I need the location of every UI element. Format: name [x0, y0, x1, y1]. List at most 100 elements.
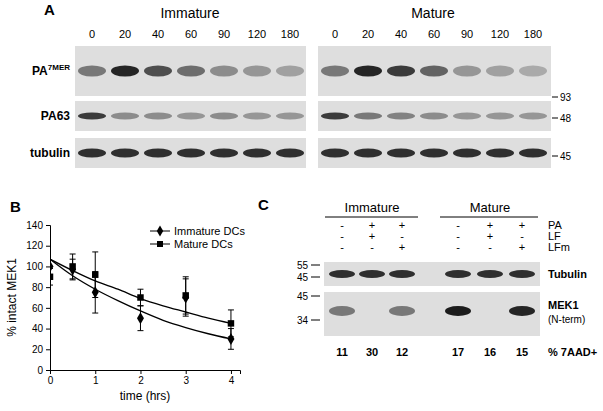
panel-c: CImmatureMature-++-++PA-+--+-LF--+--+LFm… [258, 196, 597, 358]
x-tick-label: 4 [229, 375, 235, 386]
row-label: PA7MER [32, 63, 70, 78]
percent-value: 15 [516, 346, 528, 358]
error-cap [70, 278, 76, 279]
legend-marker [157, 241, 163, 247]
error-cap [70, 254, 76, 255]
band [276, 66, 304, 77]
lane-label: 0 [332, 28, 338, 40]
band [243, 113, 271, 120]
marker [69, 263, 75, 269]
band [177, 66, 205, 77]
band [420, 149, 448, 158]
y-tick: 140 [26, 220, 50, 231]
band [321, 66, 349, 77]
percent-label: % 7AAD+ [548, 346, 597, 358]
band [453, 149, 481, 158]
blot-label: MEK1 [548, 299, 579, 311]
x-tick-mark [50, 370, 51, 374]
legend-marker [157, 225, 163, 236]
error-cap [137, 305, 143, 306]
error-cap [228, 349, 234, 350]
group-label: Immature [160, 5, 219, 21]
mw-tick [311, 277, 320, 278]
marker [50, 260, 53, 272]
y-tick-label: 140 [26, 220, 43, 231]
error-cap [137, 305, 143, 306]
x-tick-mark [95, 370, 96, 374]
x-axis-line [51, 371, 241, 375]
x-axis: 0 1 2 3 4 [48, 370, 241, 386]
percent-value: 11 [336, 346, 348, 358]
panel-label: A [44, 1, 55, 18]
band [321, 149, 349, 158]
series [50, 252, 234, 337]
mw-tick [311, 265, 320, 266]
lane-label: 120 [248, 28, 266, 40]
error-cap [228, 336, 234, 337]
mw-tick [552, 156, 558, 157]
fit-line [50, 259, 231, 323]
legend-label: Immature DCs [174, 225, 245, 237]
lane-label: 40 [152, 28, 164, 40]
marker [137, 294, 143, 300]
legend-label: Mature DCs [174, 238, 233, 250]
y-tick-label: 40 [32, 323, 44, 334]
x-tick-mark [186, 370, 187, 374]
x-tick-label: 1 [93, 375, 99, 386]
band [387, 113, 415, 120]
lane-label: 180 [281, 28, 299, 40]
band [445, 270, 471, 278]
group-rule [325, 217, 418, 218]
mw-tick [311, 296, 320, 297]
group-rule [440, 217, 538, 218]
band [486, 149, 514, 158]
y-tick-mark [46, 287, 50, 288]
figure: AImmature020406090120180Mature0204060901… [0, 0, 603, 411]
band [243, 66, 271, 77]
band [486, 113, 514, 120]
band [359, 306, 385, 316]
x-tick: 3 [183, 370, 189, 386]
band [519, 66, 547, 77]
y-tick-label: 120 [26, 240, 43, 251]
band [177, 113, 205, 120]
y-tick-mark [46, 308, 50, 309]
band [387, 149, 415, 158]
band [78, 113, 106, 120]
x-tick: 0 [48, 370, 54, 386]
blot-strip [318, 46, 551, 96]
percent-value: 12 [396, 346, 408, 358]
marker [182, 292, 188, 298]
treatment-sign: + [399, 241, 405, 253]
group-label: Immature [345, 200, 400, 215]
band [177, 149, 205, 158]
treatment-sign: - [370, 241, 374, 253]
mw-tick [552, 118, 558, 119]
y-tick-label: 60 [32, 303, 44, 314]
band [210, 66, 238, 77]
error-cap [92, 251, 98, 252]
x-tick-label: 2 [138, 375, 144, 386]
band [111, 149, 139, 158]
row-label-text: PA [32, 64, 48, 78]
lane-label: 120 [491, 28, 509, 40]
band [387, 66, 415, 77]
lane-label: 20 [362, 28, 374, 40]
mw-tick [552, 97, 558, 98]
mw-marker: 55 [297, 260, 309, 271]
band [329, 306, 355, 316]
percent-value: 17 [452, 346, 464, 358]
group-label: Mature [470, 200, 510, 215]
marker [92, 271, 98, 277]
band [144, 66, 172, 77]
band [420, 66, 448, 77]
band [354, 149, 382, 158]
lane-label: 90 [218, 28, 230, 40]
blot-strip [324, 292, 540, 336]
legend: Immature DCsMature DCs [150, 225, 245, 250]
blot-strip [75, 101, 306, 131]
y-tick: 40 [32, 323, 50, 334]
lane-label: 60 [428, 28, 440, 40]
row-label-sup: 7MER [48, 63, 70, 72]
band [354, 113, 382, 120]
